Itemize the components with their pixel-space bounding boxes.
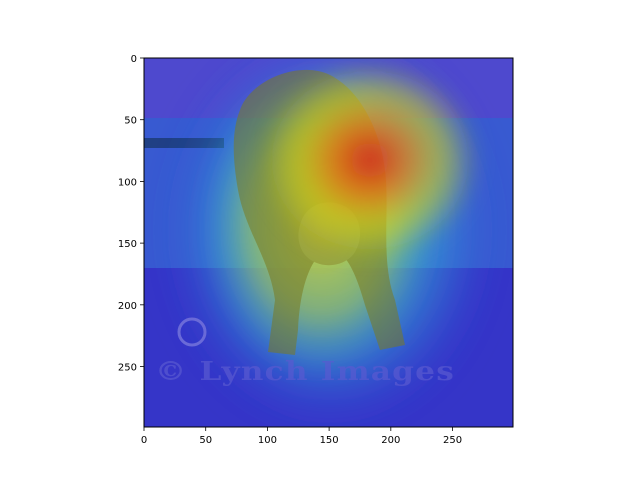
y-tick-label: 50 bbox=[124, 116, 137, 127]
x-tick-label: 200 bbox=[381, 435, 400, 446]
plot-area: © Lynch Images bbox=[144, 58, 513, 427]
y-tick-label: 200 bbox=[118, 301, 137, 312]
x-tick-label: 100 bbox=[258, 435, 277, 446]
y-tick-label: 100 bbox=[118, 177, 137, 188]
y-tick-label: 150 bbox=[118, 239, 137, 250]
x-tick-label: 150 bbox=[320, 435, 339, 446]
x-tick-label: 0 bbox=[141, 435, 147, 446]
watermark-text: © Lynch Images bbox=[155, 357, 455, 387]
heat-peak-region bbox=[260, 60, 480, 260]
watermark: © Lynch Images bbox=[155, 317, 455, 387]
copyright-circle bbox=[177, 317, 207, 347]
y-axis: 0 50 100 150 200 250 bbox=[118, 54, 144, 374]
x-axis: 0 50 100 150 200 250 bbox=[141, 427, 462, 446]
plot-frame bbox=[143, 57, 514, 428]
x-tick-label: 50 bbox=[199, 435, 212, 446]
y-tick-label: 250 bbox=[118, 363, 137, 374]
x-tick-label: 250 bbox=[443, 435, 462, 446]
y-tick-label: 0 bbox=[131, 54, 137, 65]
